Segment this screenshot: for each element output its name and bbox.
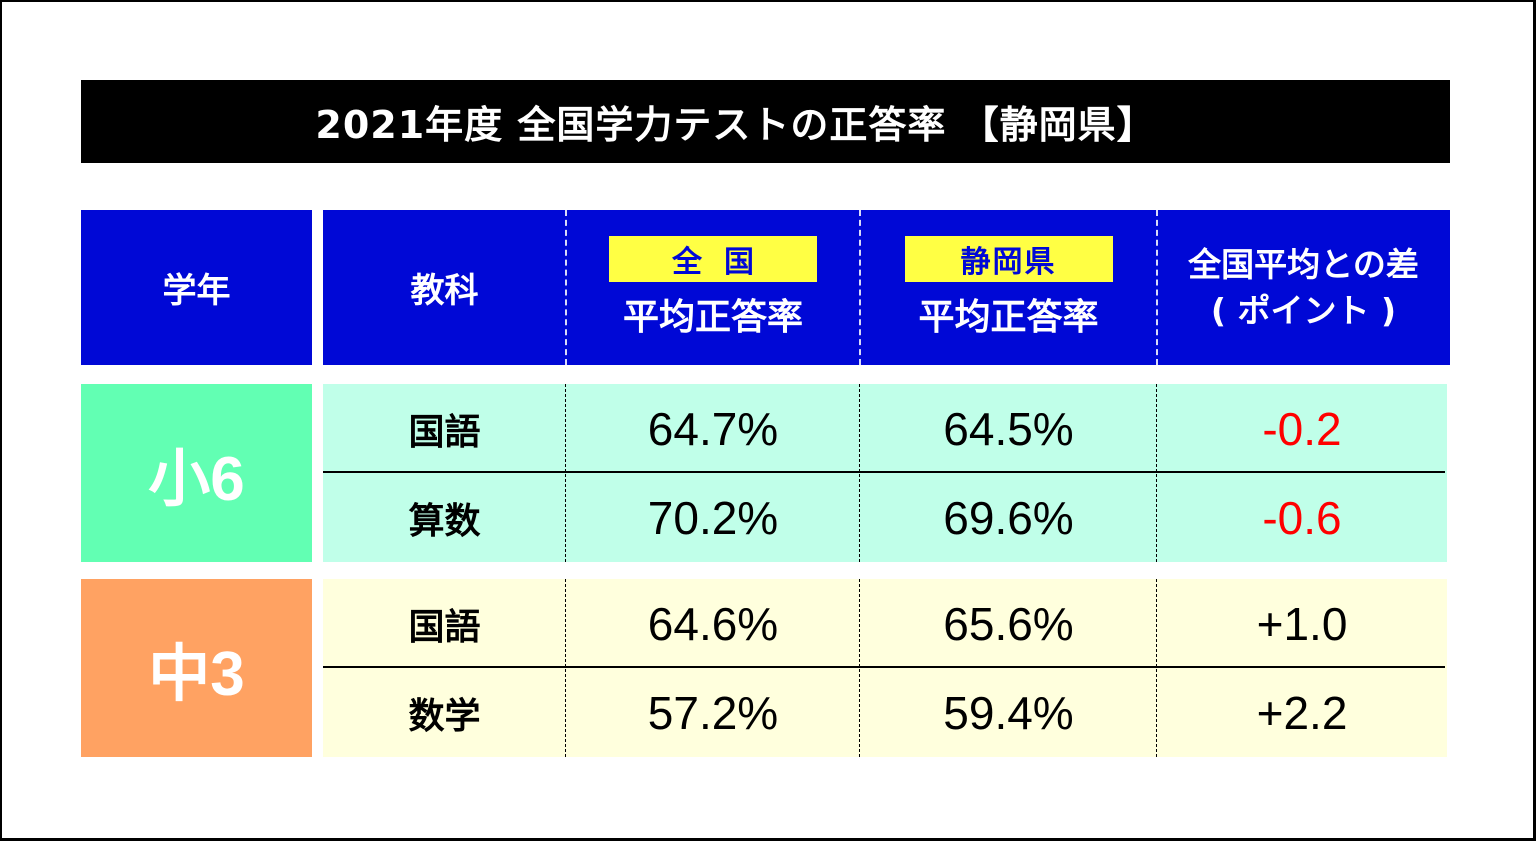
subject-cell: 国語 (408, 411, 481, 453)
table-row: 国語 64.6% 65.6% +1.0 (323, 579, 1447, 668)
difference-label-1: 全国平均との差 (1188, 244, 1419, 284)
table-row: 算数 70.2% 69.6% -0.6 (323, 473, 1447, 562)
header-grade: 学年 (81, 210, 312, 365)
header-prefecture: 静岡県 平均正答率 (860, 210, 1157, 365)
prefecture-label: 平均正答率 (918, 296, 1099, 338)
column-divider (859, 384, 860, 562)
national-label: 平均正答率 (622, 296, 803, 338)
subject-cell: 数学 (408, 695, 481, 737)
header-divider (1156, 210, 1158, 365)
prefecture-rate-cell: 65.6% (943, 597, 1074, 650)
header-main: 教科 全国 平均正答率 静岡県 平均正答率 全国平均との差 ( ポイント ) (323, 210, 1450, 365)
title-bar: 2021年度 全国学力テストの正答率 【静岡県】 (81, 80, 1450, 163)
table-row: 国語 64.7% 64.5% -0.2 (323, 384, 1447, 473)
row-divider (323, 471, 1445, 473)
grade-label: 小6 (148, 445, 245, 514)
national-rate-cell: 57.2% (647, 686, 779, 739)
header-subject: 教科 (323, 210, 566, 365)
grade-cell-junior-high: 中3 (81, 579, 312, 757)
national-rate-cell: 70.2% (647, 491, 779, 544)
data-block-junior-high: 国語 64.6% 65.6% +1.0 数学 57.2% 59.4% +2.2 (323, 579, 1447, 757)
header-divider (859, 210, 861, 365)
header-subject-label: 教科 (410, 271, 479, 311)
national-rate-cell: 64.7% (647, 402, 779, 455)
grade-cell-elementary: 小6 (81, 384, 312, 562)
table-row: 数学 57.2% 59.4% +2.2 (323, 668, 1447, 757)
header-divider (565, 210, 567, 365)
subject-cell: 国語 (408, 606, 481, 648)
difference-cell: -0.6 (1262, 491, 1342, 544)
difference-cell: +1.0 (1256, 597, 1348, 650)
column-divider (565, 579, 566, 757)
national-tag: 全国 (609, 235, 817, 282)
data-block-elementary: 国語 64.7% 64.5% -0.2 算数 70.2% 69.6% -0.6 (323, 384, 1447, 562)
prefecture-rate-cell: 64.5% (943, 402, 1074, 455)
header-grade-label: 学年 (162, 271, 231, 311)
column-divider (1156, 579, 1157, 757)
column-divider (1156, 384, 1157, 562)
row-divider (323, 666, 1445, 668)
difference-cell: +2.2 (1256, 686, 1348, 739)
column-divider (859, 579, 860, 757)
header-difference: 全国平均との差 ( ポイント ) (1157, 210, 1450, 365)
prefecture-tag: 静岡県 (904, 235, 1113, 282)
prefecture-rate-cell: 69.6% (943, 491, 1074, 544)
difference-label-2: ( ポイント ) (1210, 290, 1397, 330)
national-rate-cell: 64.6% (647, 597, 779, 650)
page-title: 2021年度 全国学力テストの正答率 【静岡県】 (315, 103, 1156, 147)
column-divider (565, 384, 566, 562)
prefecture-rate-cell: 59.4% (943, 686, 1074, 739)
header-national: 全国 平均正答率 (566, 210, 860, 365)
difference-cell: -0.2 (1262, 402, 1342, 455)
grade-label: 中3 (148, 640, 245, 709)
subject-cell: 算数 (408, 500, 481, 542)
